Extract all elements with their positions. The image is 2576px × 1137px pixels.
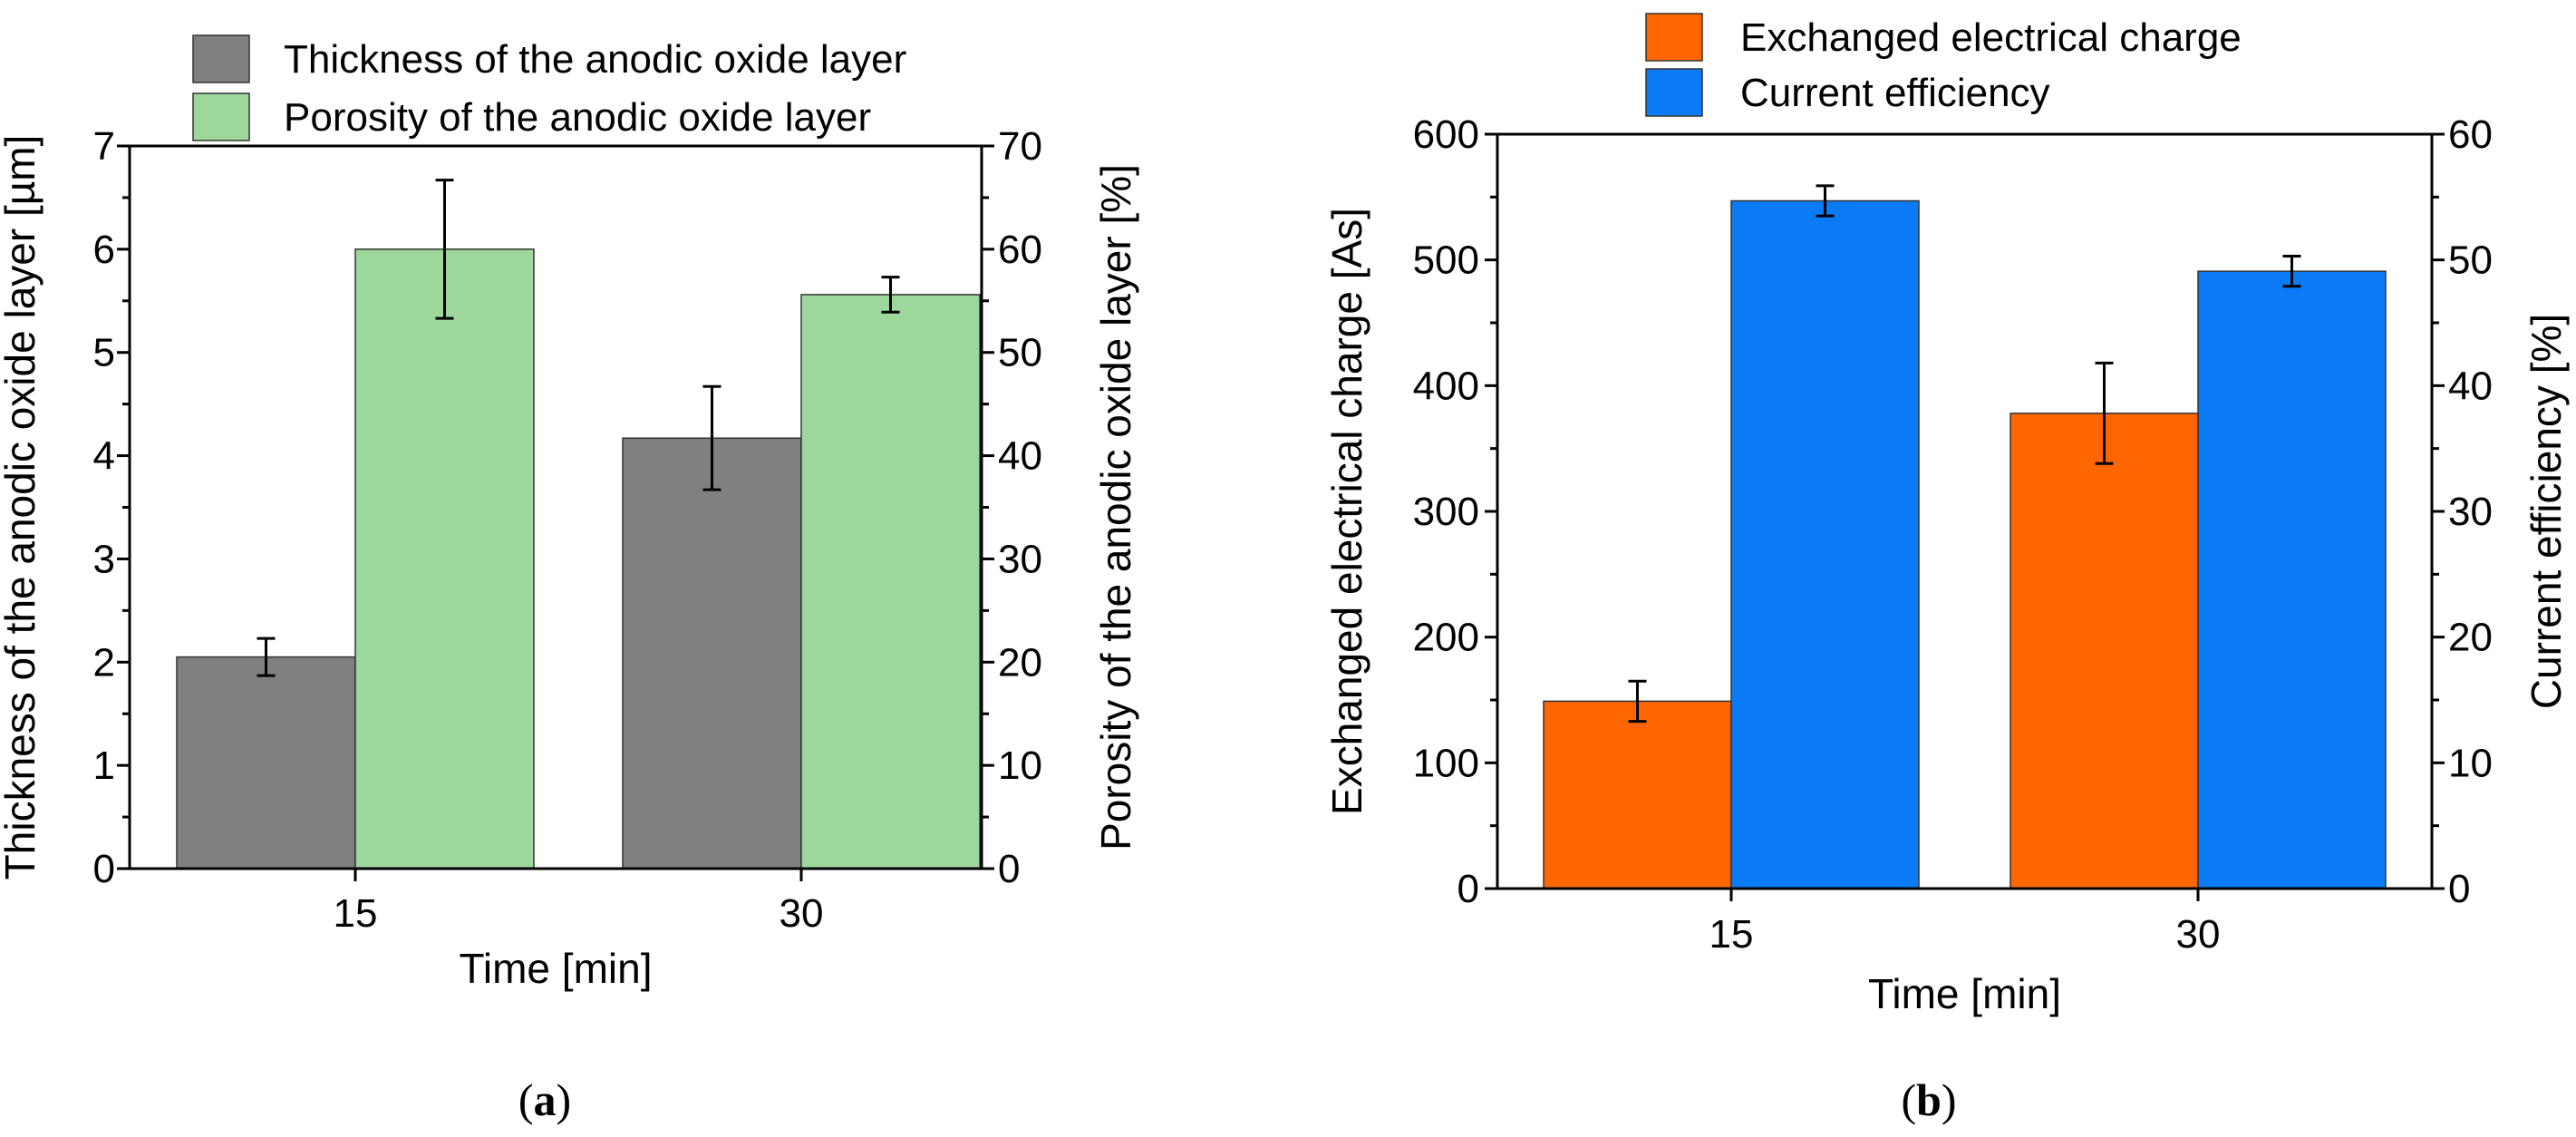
right-axis-title: Porosity of the anodic oxide layer [%] bbox=[1092, 164, 1139, 850]
left-axis-tick-label: 5 bbox=[93, 331, 115, 375]
right-axis-tick-label: 10 bbox=[2448, 741, 2493, 785]
legend-swatch-2 bbox=[1645, 68, 1703, 117]
bar-2-15 bbox=[1730, 199, 1920, 889]
left-axis-tick-label: 6 bbox=[93, 228, 115, 272]
right-axis-tick-label: 20 bbox=[998, 640, 1042, 685]
bar-2-30 bbox=[2197, 270, 2387, 889]
x-axis-tick-label-30: 30 bbox=[2176, 912, 2221, 957]
left-axis-tick-label: 100 bbox=[1413, 741, 1479, 785]
right-axis-tick-label: 50 bbox=[2448, 238, 2493, 283]
left-axis-tick-label: 600 bbox=[1413, 112, 1479, 157]
left-axis-tick-label: 3 bbox=[93, 537, 115, 581]
legend-swatch-2 bbox=[192, 92, 250, 141]
bar-1-30 bbox=[622, 437, 802, 870]
bar-2-30 bbox=[800, 294, 981, 870]
left-axis-tick-label: 500 bbox=[1413, 238, 1479, 283]
right-axis-tick-label: 70 bbox=[998, 124, 1042, 169]
right-axis-tick-label: 40 bbox=[2448, 364, 2493, 408]
x-axis-tick-label-30: 30 bbox=[780, 891, 824, 936]
left-axis-tick-label: 400 bbox=[1413, 364, 1479, 408]
panel-caption: (b) bbox=[1901, 1074, 1956, 1125]
x-axis-title: Time [min] bbox=[460, 945, 653, 992]
right-axis-title: Current efficiency [%] bbox=[2523, 314, 2570, 709]
left-axis-tick-label: 300 bbox=[1413, 490, 1479, 534]
left-axis-tick-label: 7 bbox=[93, 124, 115, 169]
legend-swatch-1 bbox=[1645, 13, 1703, 62]
right-axis-tick-label: 10 bbox=[998, 743, 1042, 788]
right-axis-tick-label: 0 bbox=[998, 847, 1020, 891]
right-axis-tick-label: 40 bbox=[998, 434, 1042, 479]
bar-2-15 bbox=[354, 248, 535, 870]
x-axis-tick-label-15: 15 bbox=[1709, 912, 1754, 957]
left-axis-title: Thickness of the anodic oxide layer [µm] bbox=[0, 135, 44, 880]
left-axis-tick-label: 200 bbox=[1413, 616, 1479, 660]
panel-b-chart: 0 100 200 300 400 500 600 0 10 20 30 40 50 60 15 30 Time… bbox=[1323, 13, 2570, 1125]
bar-1-15 bbox=[176, 656, 356, 870]
legend-label-2: Porosity of the anodic oxide layer bbox=[284, 95, 871, 140]
left-axis-tick-label: 4 bbox=[93, 434, 115, 479]
left-axis-title: Exchanged electrical charge [As] bbox=[1323, 208, 1370, 815]
left-axis-tick-label: 2 bbox=[93, 640, 115, 685]
legend-label-1: Exchanged electrical charge bbox=[1740, 15, 2242, 60]
right-axis-tick-label: 30 bbox=[2448, 490, 2493, 534]
right-axis-tick-label: 60 bbox=[998, 228, 1042, 272]
x-axis-title: Time [min] bbox=[1868, 970, 2061, 1017]
right-axis-tick-label: 30 bbox=[998, 537, 1042, 581]
legend-label-1: Thickness of the anodic oxide layer bbox=[284, 37, 906, 82]
legend-swatch-1 bbox=[192, 34, 250, 83]
legend-label-2: Current efficiency bbox=[1740, 71, 2050, 115]
x-axis-tick-label-15: 15 bbox=[334, 891, 378, 936]
right-axis-tick-label: 50 bbox=[998, 331, 1042, 375]
bar-1-30 bbox=[2009, 413, 2199, 889]
right-axis-tick-label: 60 bbox=[2448, 112, 2493, 157]
right-axis-tick-label: 0 bbox=[2448, 867, 2470, 911]
bar-1-15 bbox=[1543, 700, 1732, 889]
left-axis-tick-label: 1 bbox=[93, 743, 115, 788]
left-axis-tick-label: 0 bbox=[93, 847, 115, 891]
left-axis-tick-label: 0 bbox=[1457, 867, 1479, 911]
panel-caption: (a) bbox=[518, 1074, 571, 1125]
right-axis-tick-label: 20 bbox=[2448, 616, 2493, 660]
